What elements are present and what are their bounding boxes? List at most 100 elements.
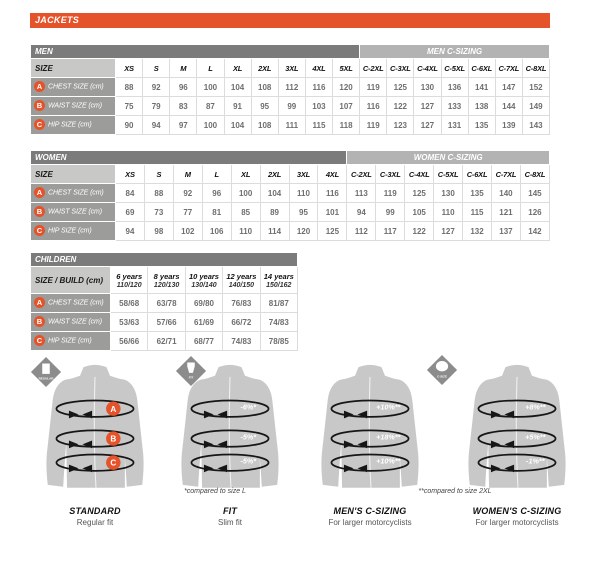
measure-point-c: C	[106, 455, 121, 470]
waist-size-value: 110	[433, 202, 464, 222]
waist-size-value: 101	[317, 202, 348, 222]
badge-label: FIT	[189, 376, 194, 380]
waist-size-value: 83	[169, 96, 198, 116]
hip-size-value: 142	[519, 221, 551, 241]
waist-size-value: 69	[115, 202, 145, 222]
waist-size-value: 116	[359, 96, 388, 116]
hip-size-value: 94	[115, 221, 145, 241]
chest-size-value: 100	[230, 183, 261, 203]
regular-fit-badge-icon: REGULAR	[30, 356, 62, 388]
measure-b-marker: B	[34, 316, 45, 328]
size-column-header: 4XL	[317, 164, 348, 184]
hip-delta-label: +10%**	[376, 457, 401, 466]
chest-size-value: 63/78	[147, 293, 186, 313]
chest-size-value: 119	[359, 77, 388, 97]
chest-delta-label: +10%**	[376, 403, 401, 412]
size-column-header: C-7XL	[490, 164, 521, 184]
chest-size-value: 76/83	[222, 293, 261, 313]
waist-size-value: 79	[142, 96, 171, 116]
waist-size-value: 133	[440, 96, 469, 116]
hip-size-value: 137	[490, 221, 521, 241]
waist-size-value: 77	[172, 202, 203, 222]
size-column-header: C-2XL	[359, 58, 388, 78]
waist-size-value: 53/63	[109, 312, 149, 332]
size-row-label: SIZE	[30, 58, 116, 78]
waist-size-value: 57/66	[147, 312, 186, 332]
loop-label: A	[110, 405, 116, 414]
waist-size-value: 73	[143, 202, 174, 222]
table-row: A CHEST SIZE (cm) 58/68 63/78 69/80 76/83 81/…	[30, 293, 299, 313]
table-row: B WAIST SIZE (cm) 69 73 77 81 85 89 95 101 94 99 10…	[30, 202, 551, 222]
hip-size-value: 139	[494, 115, 523, 135]
hip-size-value: 104	[223, 115, 252, 135]
waist-row-label: B WAIST SIZE (cm)	[30, 202, 116, 222]
size-column-header: S	[142, 58, 171, 78]
figure-title: MEN'S C-SIZING	[333, 506, 407, 516]
size-column-header: C-4XL	[413, 58, 442, 78]
waist-size-value: 91	[223, 96, 252, 116]
slim-fit-caption: FIT Slim fit	[150, 506, 310, 527]
measure-a-marker: A	[34, 187, 45, 199]
chest-size-value: 145	[519, 183, 551, 203]
chest-row-label: A CHEST SIZE (cm)	[30, 77, 116, 97]
figure-title: WOMEN'S C-SIZING	[472, 506, 562, 516]
chest-size-value: 92	[142, 77, 171, 97]
size-column-header: C-6XL	[462, 164, 492, 184]
table-row: SIZE XS S M L XL 2XL 3XL 4XL 5XL C-2XL C-3XL C-4XL C…	[30, 58, 551, 78]
chest-size-value: 58/68	[109, 293, 149, 313]
waist-size-value: 99	[277, 96, 306, 116]
standard-fit-jacket-diagram: A B C	[45, 364, 145, 489]
hip-delta-label: -1%**	[526, 457, 546, 466]
waist-size-value: 127	[413, 96, 442, 116]
group-header-men-c-sizing: MEN C-SIZING	[359, 44, 550, 59]
figure-subtitle: For larger motorcyclists	[475, 518, 559, 527]
waist-size-value: 89	[259, 202, 290, 222]
hip-size-value: 115	[304, 115, 334, 135]
size-column-header: C-8XL	[521, 58, 551, 78]
hip-size-value: 120	[288, 221, 319, 241]
mens-c-sizing-jacket-diagram: +10%** +18%** +10%**	[320, 364, 420, 489]
hip-size-value: 100	[196, 115, 225, 135]
page-title: JACKETS	[35, 15, 80, 25]
chest-row-label: A CHEST SIZE (cm)	[30, 183, 116, 203]
size-column-header: C-3XL	[386, 58, 415, 78]
age-column-header: 8 years 120/130	[147, 266, 186, 294]
table-row: C HIP SIZE (cm) 90 94 97 100 104 108 111 115 118 1…	[30, 115, 551, 135]
hip-row-label: C HIP SIZE (cm)	[30, 115, 116, 135]
chest-size-value: 108	[250, 77, 279, 97]
size-column-header: M	[169, 58, 198, 78]
mens-c-sizing-caption: MEN'S C-SIZING For larger motorcyclists	[290, 506, 450, 527]
womens-c-sizing-jacket-diagram: +8%** +5%** -1%**	[467, 364, 567, 489]
chest-size-value: 96	[169, 77, 198, 97]
measure-a-marker: A	[34, 81, 45, 93]
waist-size-value: 85	[230, 202, 261, 222]
waist-size-value: 122	[386, 96, 415, 116]
chest-size-value: 130	[413, 77, 442, 97]
men-size-table: MEN MEN C-SIZING SIZE XS S M L XL 2XL 3XL 4XL 5X…	[29, 44, 551, 135]
size-column-header: C-7XL	[494, 58, 523, 78]
chest-size-value: 120	[331, 77, 361, 97]
waist-size-value: 144	[494, 96, 523, 116]
waist-size-value: 74/83	[259, 312, 299, 332]
waist-size-value: 66/72	[222, 312, 261, 332]
jacket-silhouette	[467, 364, 567, 489]
measure-c-marker: C	[34, 335, 45, 347]
table-row: SIZE / BUILD (cm) 6 years 110/120 8 years…	[30, 266, 299, 294]
standard-fit-caption: STANDARD Regular fit	[15, 506, 175, 527]
jacket-silhouette	[320, 364, 420, 489]
hip-size-value: 143	[521, 115, 551, 135]
badge-label: C-SIZE	[437, 375, 447, 379]
hip-size-value: 74/83	[222, 331, 261, 351]
size-column-header: C-2XL	[346, 164, 377, 184]
waist-size-value: 138	[467, 96, 496, 116]
size-column-header: C-4XL	[404, 164, 435, 184]
hip-size-value: 131	[440, 115, 469, 135]
group-header-children: CHILDREN	[30, 252, 298, 267]
chest-size-value: 81/87	[259, 293, 299, 313]
size-column-header: M	[172, 164, 203, 184]
age-column-header: 14 years 150/162	[259, 266, 299, 294]
measure-c-marker: C	[34, 225, 45, 237]
age-column-header: 6 years 110/120	[109, 266, 149, 294]
figure-subtitle: For larger motorcyclists	[328, 518, 412, 527]
